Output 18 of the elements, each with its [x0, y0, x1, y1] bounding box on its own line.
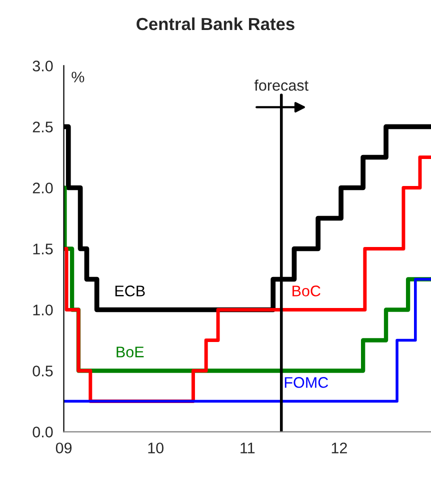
series-label: ECB: [115, 286, 145, 296]
series-label: FOMC: [284, 377, 328, 388]
x-tick-label: 11: [240, 442, 255, 454]
y-tick-label: 3.0: [32, 60, 53, 72]
y-tick-label: 0.0: [32, 426, 53, 438]
y-axis-title: %: [72, 72, 84, 82]
series-label: BoC: [292, 286, 320, 296]
series-label: BoE: [116, 346, 144, 358]
y-tick-label: 1.0: [33, 304, 53, 316]
x-tick-label: 12: [332, 442, 347, 454]
y-tick-label: 2.0: [32, 182, 53, 194]
y-tick-label: 1.5: [33, 244, 53, 254]
x-tick-label: 10: [148, 442, 164, 454]
y-tick-label: 2.5: [32, 122, 53, 132]
chart-title: Central Bank Rates: [136, 17, 294, 30]
y-tick-label: 0.5: [32, 366, 53, 376]
x-tick-label: 09: [56, 442, 72, 454]
ref-line-label: forecast: [254, 80, 308, 91]
